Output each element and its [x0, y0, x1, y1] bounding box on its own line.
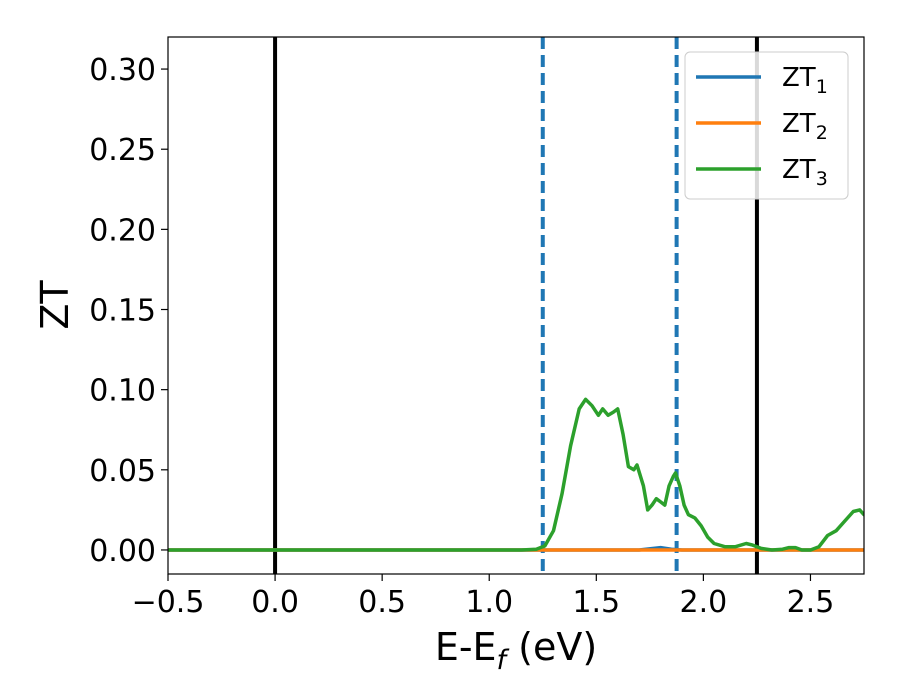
y-axis-ticks: 0.00 0.05 0.10 0.15 0.20 0.25 0.30 [89, 53, 168, 569]
series-lines [168, 397, 864, 552]
x-tick-label: 1.0 [465, 585, 513, 620]
y-tick-label: 0.15 [89, 294, 156, 329]
y-axis-title: ZT [33, 280, 77, 330]
x-tick-label: 2.0 [680, 585, 728, 620]
x-tick-label: −0.5 [132, 585, 205, 620]
plot-frame [167, 36, 865, 575]
x-axis-title: E-Ef (eV) [435, 625, 597, 676]
y-tick-label: 0.30 [89, 53, 156, 88]
legend-label-zt2: ZT2 [782, 109, 828, 144]
y-tick-label: 0.00 [89, 534, 156, 569]
legend-label-zt1: ZT1 [782, 63, 828, 98]
legend-box [684, 51, 849, 200]
legend: ZT1 ZT2 ZT3 [684, 51, 849, 200]
y-tick-label: 0.20 [89, 213, 156, 248]
legend-label-zt3: ZT3 [782, 155, 828, 190]
x-tick-label: 0.5 [358, 585, 406, 620]
y-tick-label: 0.25 [89, 133, 156, 168]
x-tick-label: 0.0 [251, 585, 299, 620]
y-tick-label: 0.05 [89, 454, 156, 489]
y-tick-label: 0.10 [89, 374, 156, 409]
series-line-zt3 [168, 397, 864, 552]
x-tick-label: 2.5 [787, 585, 835, 620]
x-axis-ticks: −0.5 0.0 0.5 1.0 1.5 2.0 2.5 [132, 574, 835, 620]
x-tick-label: 1.5 [572, 585, 620, 620]
